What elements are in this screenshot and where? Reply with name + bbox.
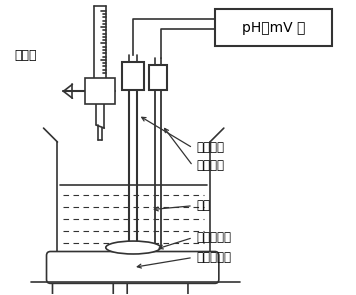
Bar [215,9,333,47]
FancyBboxPatch shape [52,279,113,295]
Bar [122,63,144,90]
Text: 铁芯搅拌棒: 铁芯搅拌棒 [196,231,231,244]
Bar [85,78,115,104]
FancyBboxPatch shape [127,279,188,295]
Bar [149,65,167,90]
FancyBboxPatch shape [47,252,219,283]
Text: 指示电极: 指示电极 [196,142,224,155]
Text: 滴定管: 滴定管 [15,49,37,62]
Text: 参比电极: 参比电极 [196,159,224,172]
Text: 电磁搅拌器: 电磁搅拌器 [196,251,231,264]
Ellipse shape [106,241,161,254]
Text: pH－mV 计: pH－mV 计 [242,21,305,35]
Text: 试液: 试液 [196,199,210,212]
